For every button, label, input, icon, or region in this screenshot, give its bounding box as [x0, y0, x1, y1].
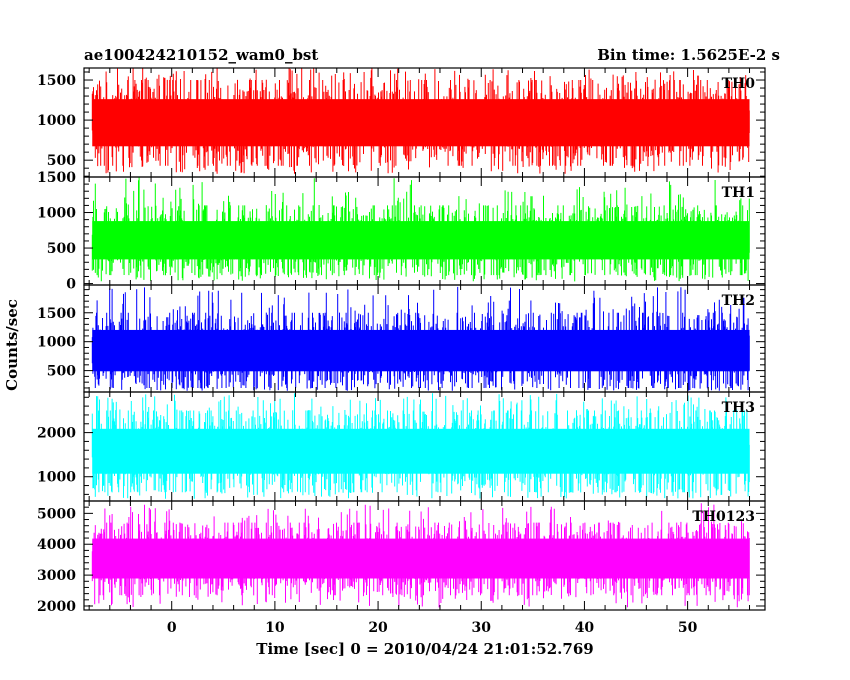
panel-label-th0: TH0	[722, 76, 756, 92]
figure-title: ae100424210152_wam0_bst	[84, 46, 318, 64]
x-tick-label: 50	[678, 620, 698, 636]
panel-label-th3: TH3	[722, 400, 755, 416]
y-tick-label: 500	[47, 241, 76, 257]
y-tick-label: 5000	[37, 506, 76, 522]
panel-th2: 500 1000 1500 TH2	[37, 284, 766, 393]
panel-frame	[83, 500, 766, 611]
x-tick-label: 0	[167, 620, 177, 636]
series-trace-th2	[91, 286, 750, 391]
y-axis-title: Counts/sec	[3, 299, 21, 391]
x-axis: 0 10 20 30 40 50	[167, 620, 698, 636]
y-tick-label: 1500	[37, 73, 76, 89]
y-tick-label: 1500	[37, 170, 76, 186]
y-tick-label: 2000	[37, 599, 76, 615]
series-trace-th3	[91, 393, 750, 499]
x-tick-label: 10	[265, 620, 285, 636]
series-trace-th0	[91, 68, 750, 174]
x-axis-title: Time [sec] 0 = 2010/04/24 21:01:52.769	[256, 640, 593, 658]
y-tick-label: 1500	[37, 306, 76, 322]
panel-th3: 1000 2000 TH3	[37, 391, 766, 502]
panel-th0123: 2000 3000 4000 5000 TH0123	[37, 500, 766, 615]
panel-th1: 0 500 1000 1500 TH1	[37, 170, 766, 293]
x-tick-label: 40	[575, 620, 595, 636]
series-trace-th1	[91, 177, 750, 282]
panel-label-th2: TH2	[722, 293, 755, 309]
bin-time-label: Bin time: 1.5625E-2 s	[597, 46, 780, 64]
panel-th0: 500 1000 1500 TH0	[37, 67, 766, 178]
y-tick-label: 500	[47, 364, 76, 380]
y-tick-label: 0	[66, 277, 76, 293]
panel-label-th1: TH1	[722, 185, 755, 201]
y-tick-label: 1000	[37, 113, 76, 129]
y-tick-label: 3000	[37, 568, 76, 584]
y-tick-label: 2000	[37, 426, 76, 442]
y-tick-label: 1000	[37, 335, 76, 351]
y-tick-label: 1000	[37, 206, 76, 222]
series-trace-th0123	[91, 503, 750, 608]
x-tick-label: 30	[472, 620, 492, 636]
panel-label-th0123: TH0123	[692, 509, 755, 525]
y-tick-label: 500	[47, 153, 76, 169]
panels-group: 500 1000 1500 TH0 0 500 1000 1500 TH1 500 1000 1500…	[37, 67, 766, 615]
x-tick-label: 20	[368, 620, 388, 636]
y-tick-label: 1000	[37, 470, 76, 486]
y-tick-label: 4000	[37, 537, 76, 553]
